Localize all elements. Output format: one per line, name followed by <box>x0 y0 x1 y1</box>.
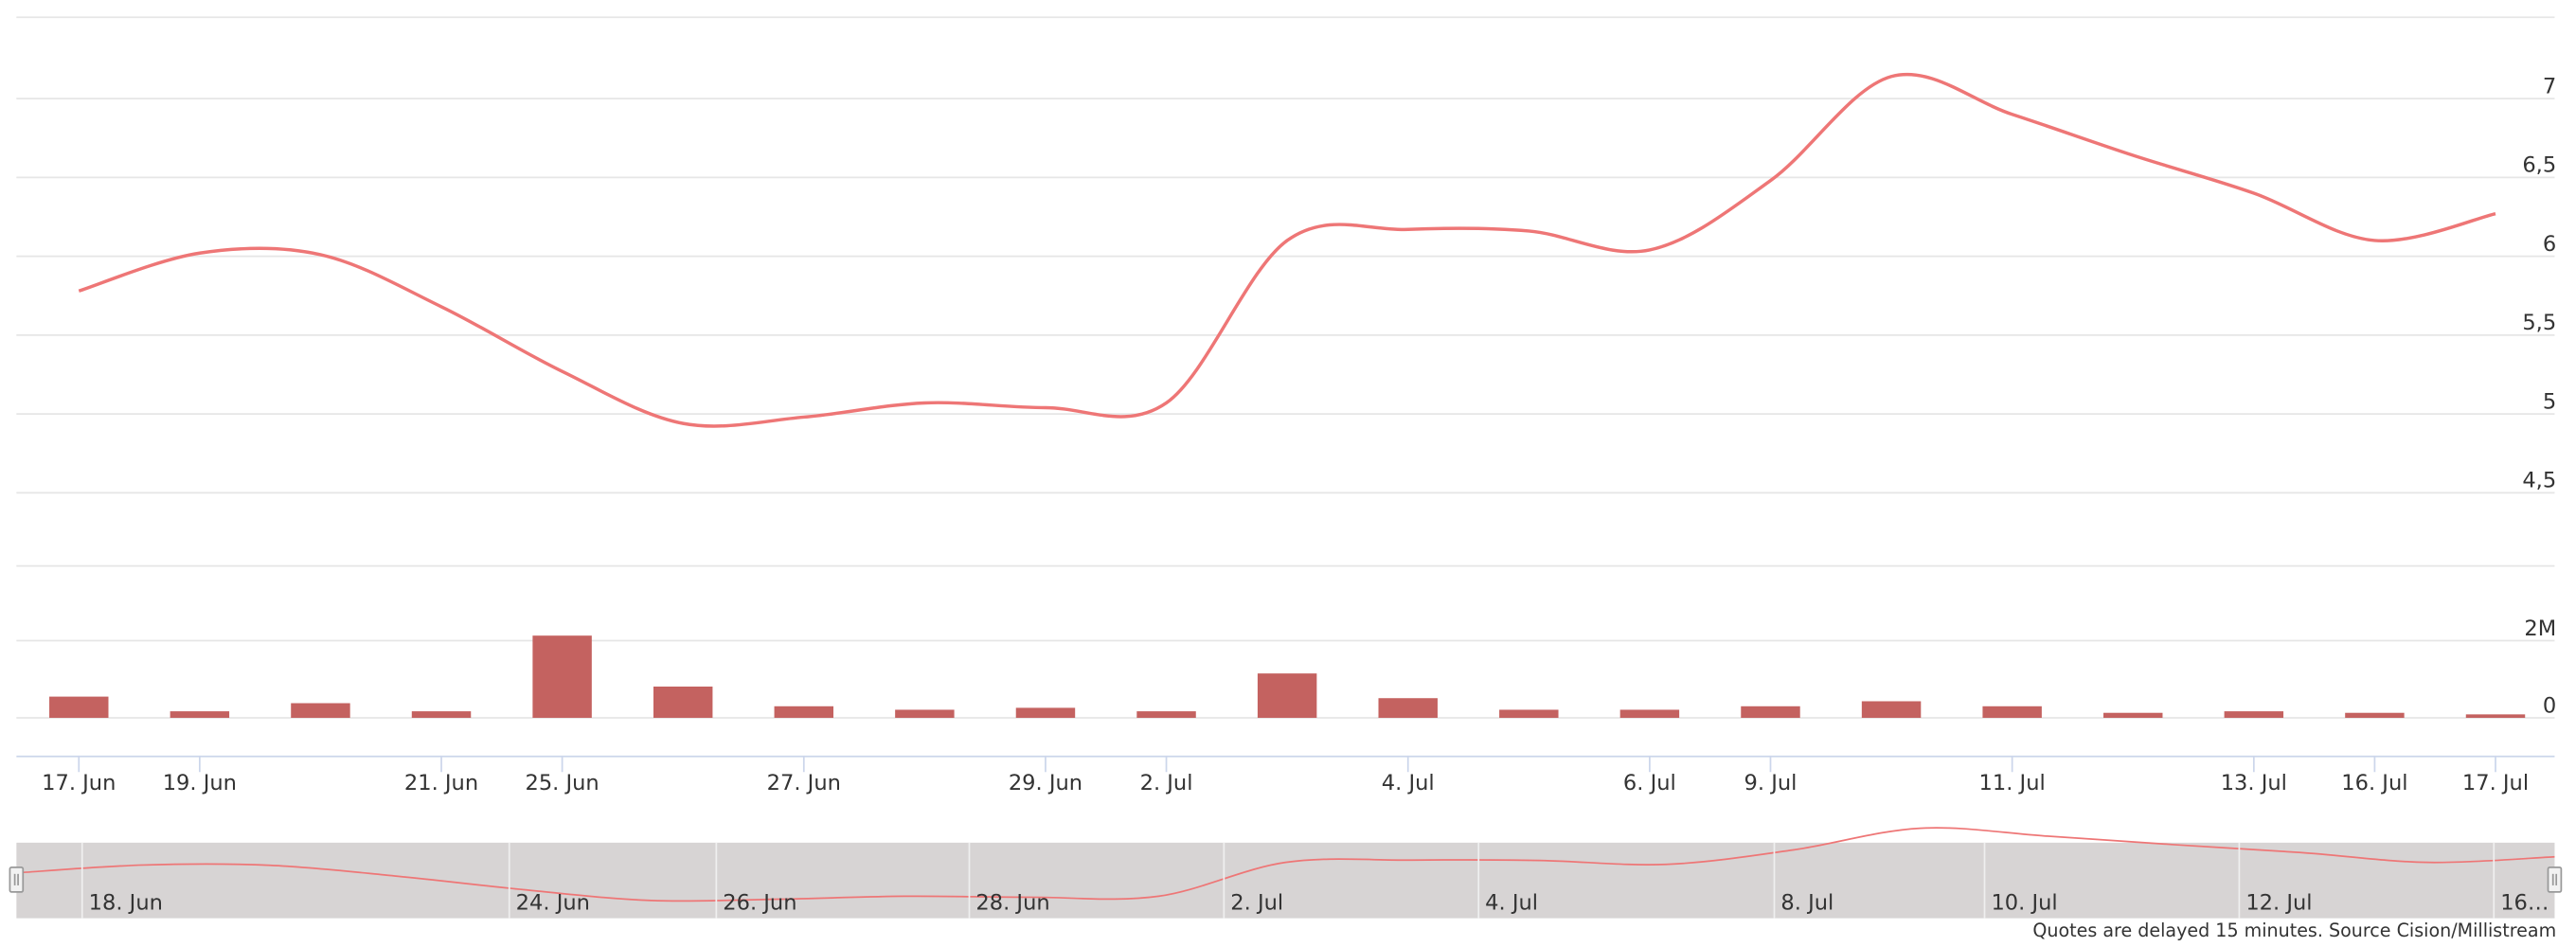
navigator-handle[interactable] <box>9 867 25 893</box>
x-tick-label: 4. Jul <box>1382 771 1435 795</box>
volume-bar <box>1741 706 1800 719</box>
volume-bar <box>2103 712 2163 719</box>
volume-bar <box>1861 701 1922 719</box>
navigator-label: 4. Jul <box>1485 891 1538 916</box>
volume-bar <box>291 703 350 719</box>
x-tick-label: 11. Jul <box>1979 771 2046 795</box>
x-tick-label: 17. Jun <box>42 771 116 795</box>
volume-bar <box>1378 698 1438 719</box>
volume-bar <box>1499 709 1559 719</box>
y2-tick-label: 2M <box>2524 616 2556 641</box>
volume-bar <box>2465 714 2526 719</box>
x-tick-label: 19. Jun <box>163 771 237 795</box>
navigator-label: 18. Jun <box>89 891 163 916</box>
navigator-label: 26. Jun <box>723 891 796 916</box>
x-tick-label: 2. Jul <box>1140 771 1193 795</box>
x-tick-label: 9. Jul <box>1744 771 1798 795</box>
x-tick-label: 29. Jun <box>1009 771 1082 795</box>
y-tick-label: 6 <box>2543 232 2556 257</box>
y2-tick-label: 0 <box>2543 693 2556 718</box>
navigator-label: 28. Jun <box>975 891 1049 916</box>
volume-bar <box>1982 706 2042 719</box>
navigator-label: 16… <box>2500 891 2549 916</box>
x-tick-label: 17. Jul <box>2462 771 2529 795</box>
volume-bar <box>1136 711 1196 719</box>
volume-bar <box>2345 712 2405 719</box>
y-tick-label: 5 <box>2543 389 2556 414</box>
volume-bar <box>2224 711 2284 719</box>
x-tick-label: 16. Jul <box>2341 771 2407 795</box>
x-tick-label: 6. Jul <box>1623 771 1676 795</box>
navigator-label: 12. Jul <box>2245 891 2312 916</box>
navigator-line <box>16 827 2555 902</box>
navigator-label: 10. Jul <box>1991 891 2057 916</box>
x-tick-label: 27. Jun <box>767 771 841 795</box>
y-tick-label: 7 <box>2543 74 2556 98</box>
volume-bar <box>532 635 592 719</box>
volume-bar <box>170 711 230 719</box>
navigator-label: 2. Jul <box>1230 891 1283 916</box>
y-tick-label: 6,5 <box>2522 153 2556 178</box>
navigator-handle[interactable] <box>2547 867 2563 893</box>
x-tick-label: 25. Jun <box>525 771 599 795</box>
y-tick-label: 4,5 <box>2522 469 2556 493</box>
volume-bar <box>1015 707 1076 719</box>
x-tick-label: 21. Jun <box>404 771 478 795</box>
volume-bar <box>49 696 109 719</box>
volume-bar <box>1619 709 1680 719</box>
volume-bar <box>895 709 955 719</box>
x-tick-label: 13. Jul <box>2221 771 2287 795</box>
price-line <box>78 72 2496 428</box>
volume-bar <box>774 706 834 719</box>
navigator-label: 24. Jun <box>516 891 590 916</box>
navigator-label: 8. Jul <box>1780 891 1834 916</box>
volume-bar <box>1257 673 1317 719</box>
volume-bar <box>411 711 472 719</box>
y-tick-label: 5,5 <box>2522 311 2556 335</box>
navigator[interactable] <box>16 842 2555 919</box>
volume-bar <box>653 687 713 719</box>
source-note: Quotes are delayed 15 minutes. Source Ci… <box>2032 920 2556 941</box>
